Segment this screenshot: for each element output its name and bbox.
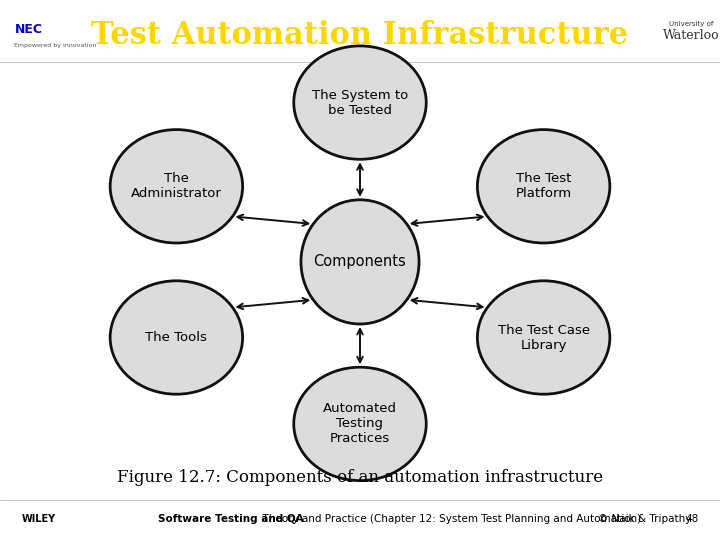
Text: The Tools: The Tools: [145, 331, 207, 344]
Text: © Naik & Tripathy: © Naik & Tripathy: [598, 515, 691, 524]
Text: Software Testing and QA: Software Testing and QA: [158, 515, 304, 524]
FancyArrowPatch shape: [357, 164, 363, 195]
Text: Test Automation Infrastructure: Test Automation Infrastructure: [91, 19, 629, 51]
Ellipse shape: [110, 281, 243, 394]
FancyArrowPatch shape: [238, 214, 308, 226]
Text: NEC: NEC: [14, 23, 42, 36]
Text: The Test Case
Library: The Test Case Library: [498, 323, 590, 352]
Text: Empowered by innovation: Empowered by innovation: [14, 43, 96, 49]
FancyArrowPatch shape: [412, 298, 482, 309]
Text: The System to
be Tested: The System to be Tested: [312, 89, 408, 117]
Ellipse shape: [477, 130, 610, 243]
Ellipse shape: [294, 46, 426, 159]
Ellipse shape: [301, 200, 419, 324]
Text: University of: University of: [669, 21, 714, 28]
Text: WILEY: WILEY: [22, 515, 55, 524]
Text: Theory and Practice (Chapter 12: System Test Planning and Automation): Theory and Practice (Chapter 12: System …: [256, 515, 641, 524]
Ellipse shape: [110, 130, 243, 243]
Text: Waterloo: Waterloo: [663, 29, 719, 42]
Text: The
Administrator: The Administrator: [131, 172, 222, 200]
Text: 48: 48: [685, 515, 698, 524]
FancyArrowPatch shape: [357, 329, 363, 362]
Ellipse shape: [477, 281, 610, 394]
Text: Automated
Testing
Practices: Automated Testing Practices: [323, 402, 397, 446]
Text: Figure 12.7: Components of an automation infrastructure: Figure 12.7: Components of an automation…: [117, 469, 603, 487]
Ellipse shape: [294, 367, 426, 481]
Text: Components: Components: [314, 254, 406, 269]
FancyArrowPatch shape: [412, 214, 482, 226]
Text: The Test
Platform: The Test Platform: [516, 172, 572, 200]
FancyArrowPatch shape: [238, 298, 308, 309]
